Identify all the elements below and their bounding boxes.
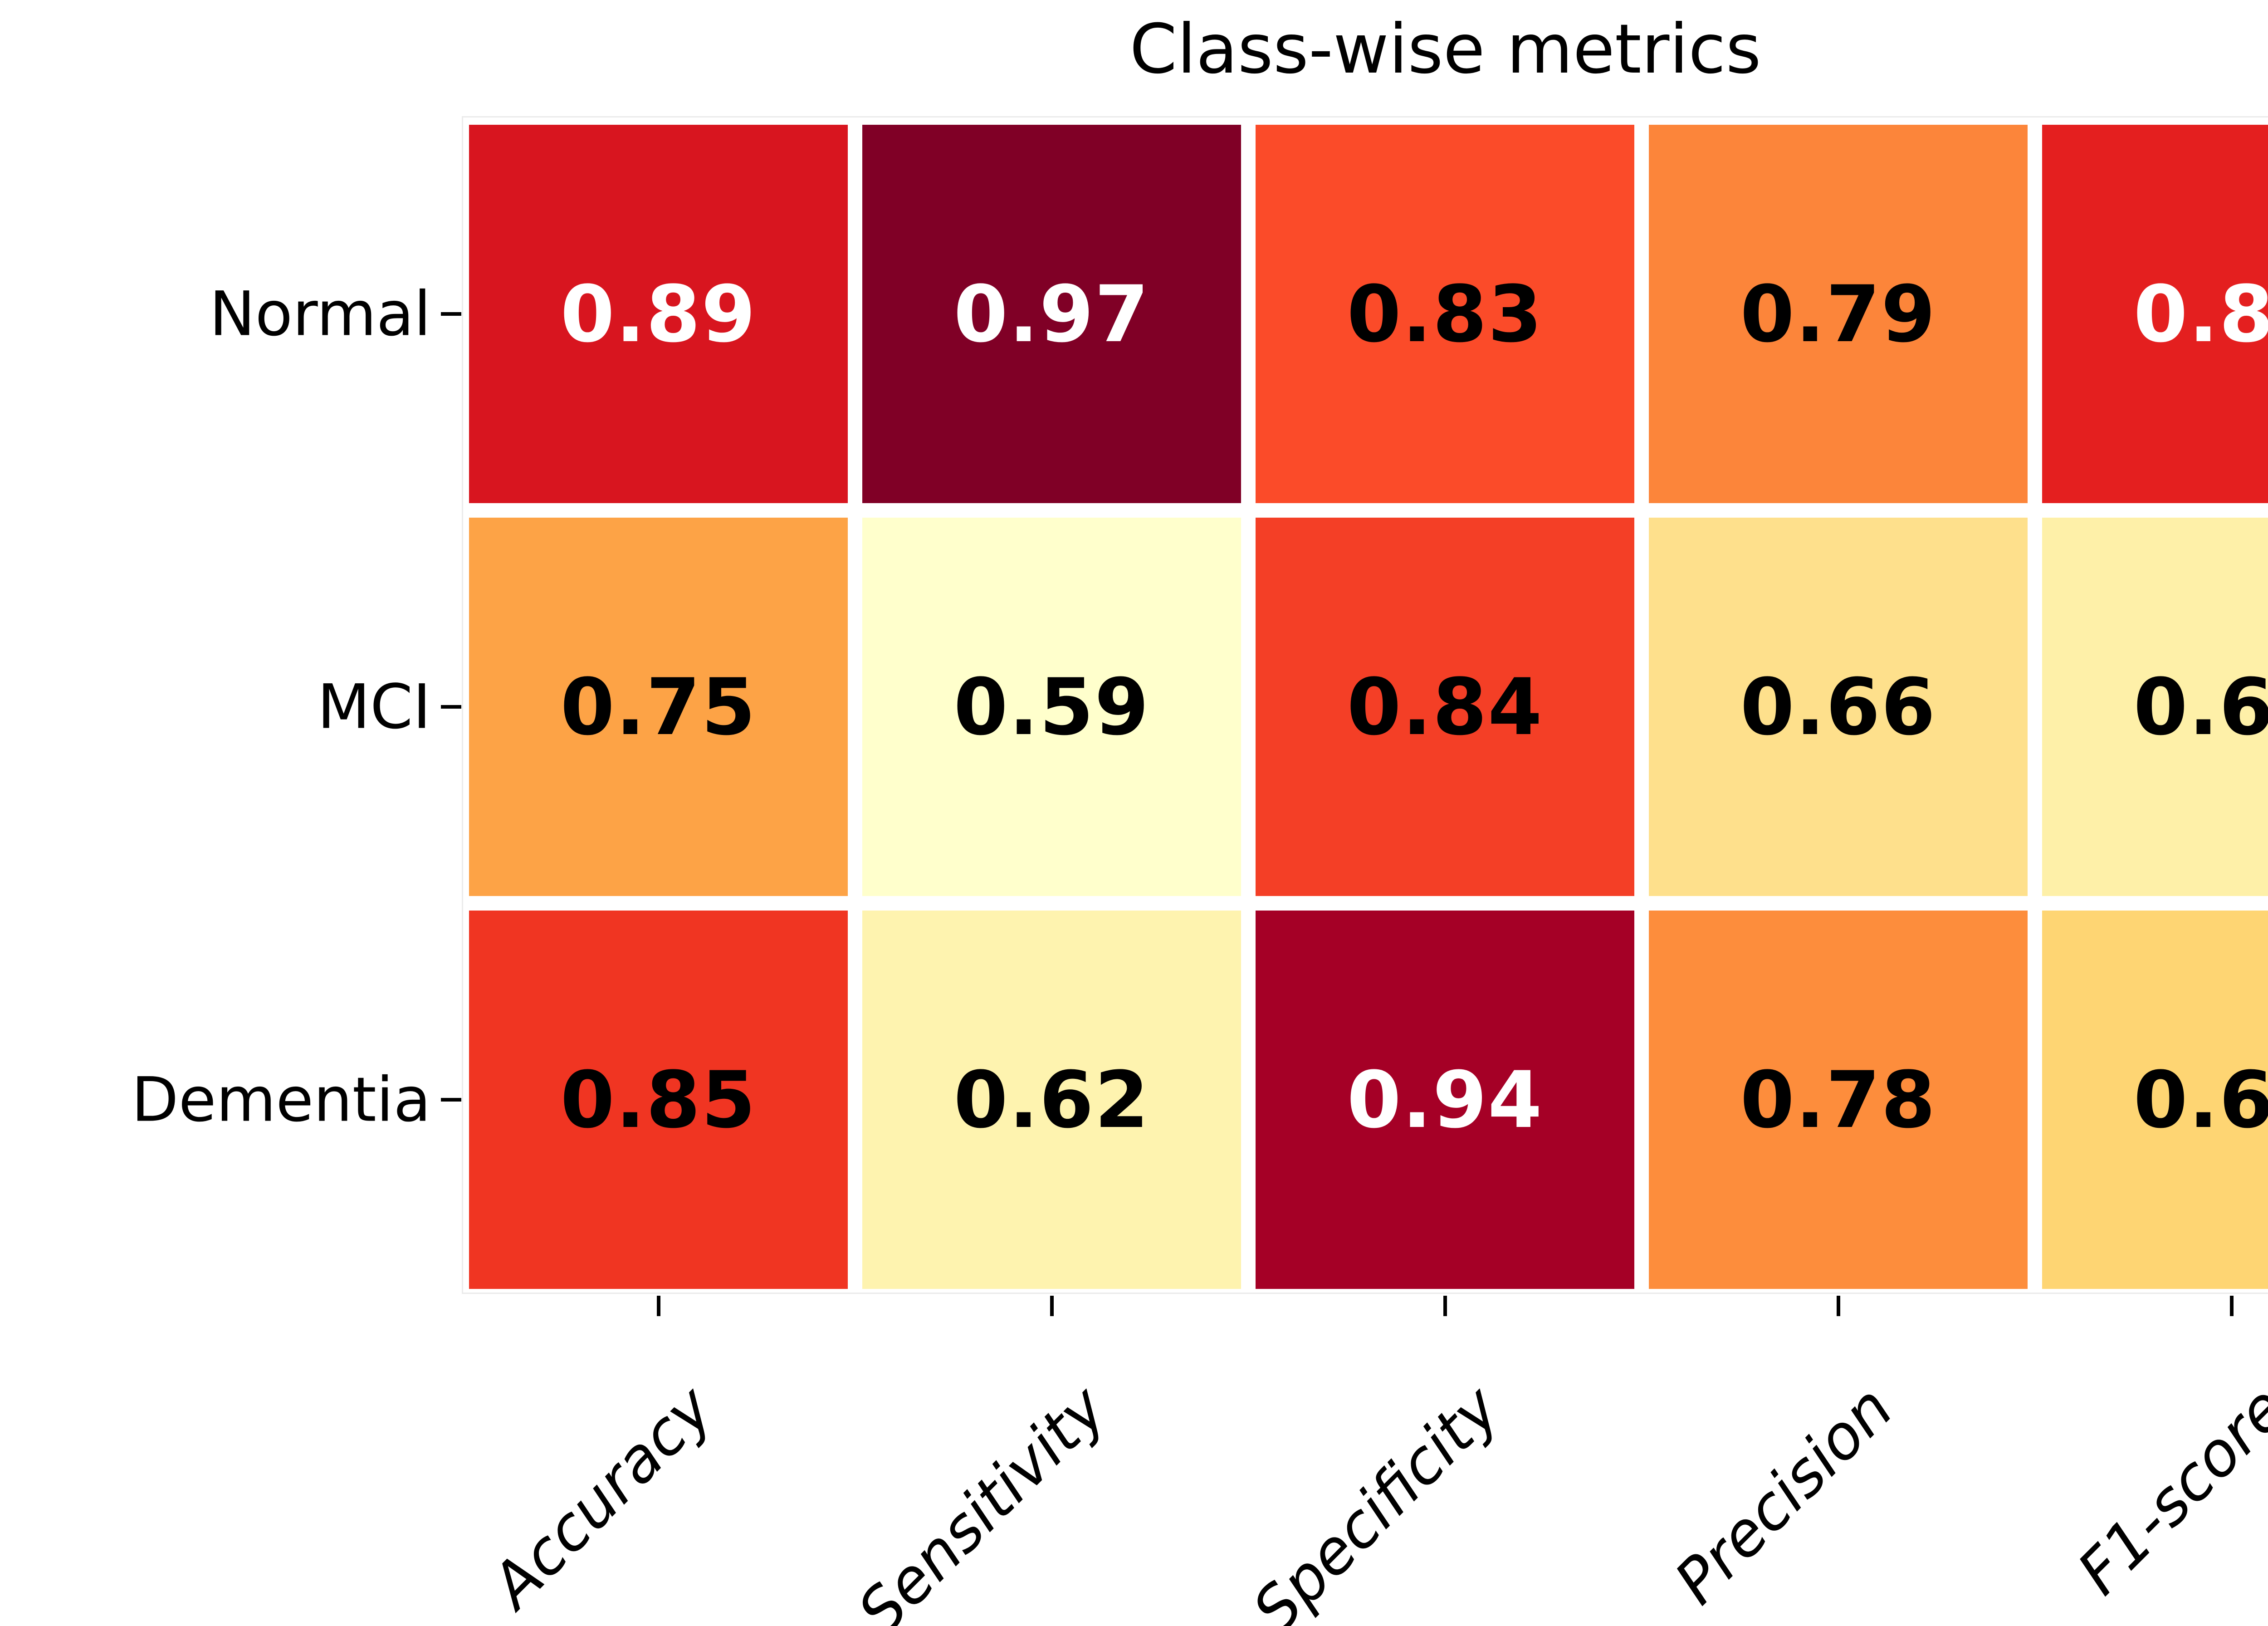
x-tick (1443, 1296, 1447, 1316)
heatmap: 0.89 0.97 0.83 0.79 0.87 0.75 0.59 0.84 … (469, 125, 2268, 1289)
x-tick (1837, 1296, 1840, 1316)
cell-value: 0.66 (1740, 661, 1936, 753)
cell-value: 0.89 (560, 268, 757, 360)
heatmap-cell: 0.89 (469, 125, 848, 503)
cell-value: 0.79 (1740, 268, 1936, 360)
heatmap-cell: 0.79 (1649, 125, 2028, 503)
x-tick (1050, 1296, 1054, 1316)
col-label-sensitivity: Sensitivity (844, 1372, 1120, 1626)
axes-frame (462, 116, 2268, 1294)
y-tick (441, 705, 461, 709)
cell-value: 0.84 (1347, 661, 1543, 753)
col-label-accuracy: Accuracy (478, 1372, 727, 1621)
col-label-precision: Precision (1661, 1372, 1907, 1618)
heatmap-cell: 0.85 (469, 911, 848, 1289)
heatmap-cell: 0.78 (1649, 911, 2028, 1289)
heatmap-cell: 0.94 (1256, 911, 1634, 1289)
cell-value: 0.83 (1347, 268, 1543, 360)
heatmap-cell: 0.63 (2042, 518, 2268, 896)
heatmap-cell: 0.69 (2042, 911, 2268, 1289)
y-tick (441, 1098, 461, 1102)
cell-value: 0.78 (1740, 1054, 1936, 1146)
chart-title: Class-wise metrics (1129, 10, 1761, 89)
heatmap-cell: 0.87 (2042, 125, 2268, 503)
cell-value: 0.75 (560, 661, 757, 753)
heatmap-cell: 0.62 (862, 911, 1241, 1289)
cell-value: 0.63 (2133, 661, 2268, 753)
col-label-f1-score: F1-score (2064, 1372, 2268, 1608)
row-label-normal: Normal (209, 278, 431, 350)
heatmap-cell: 0.84 (1256, 518, 1634, 896)
col-label-specificity: Specificity (1239, 1372, 1514, 1626)
cell-value: 0.87 (2133, 268, 2268, 360)
cell-value: 0.85 (560, 1054, 757, 1146)
row-label-mci: MCI (317, 671, 431, 743)
cell-value: 0.94 (1347, 1054, 1543, 1146)
y-tick (441, 312, 461, 316)
heatmap-cell: 0.83 (1256, 125, 1634, 503)
x-tick (2230, 1296, 2234, 1316)
heatmap-cell: 0.75 (469, 518, 848, 896)
cell-value: 0.59 (953, 661, 1150, 753)
x-tick (657, 1296, 660, 1316)
row-label-dementia: Dementia (131, 1064, 431, 1136)
heatmap-cell: 0.66 (1649, 518, 2028, 896)
heatmap-cell: 0.97 (862, 125, 1241, 503)
cell-value: 0.69 (2133, 1054, 2268, 1146)
cell-value: 0.97 (953, 268, 1150, 360)
cell-value: 0.62 (953, 1054, 1150, 1146)
heatmap-cell: 0.59 (862, 518, 1241, 896)
